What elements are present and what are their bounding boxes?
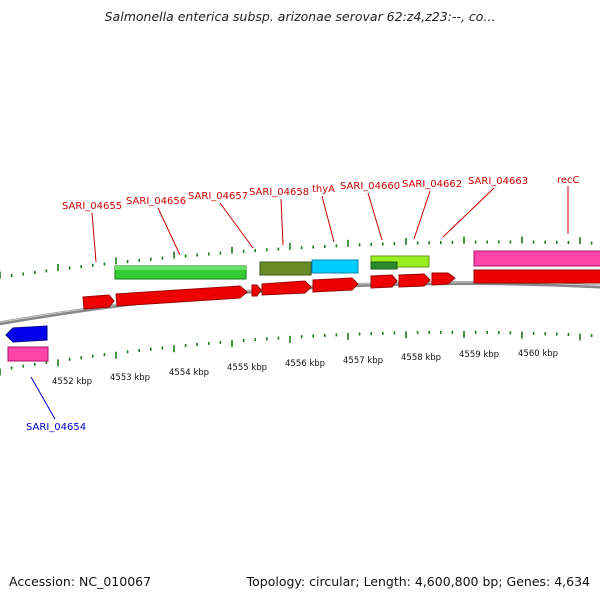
gene-label-sari-04662[interactable]: SARI_04662 <box>402 179 462 190</box>
gene-feature-olive[interactable] <box>259 261 312 276</box>
cds-arrow-6[interactable] <box>370 274 398 289</box>
scale-label: 4555 kbp <box>227 363 267 373</box>
gene-labels: SARI_04655 SARI_04656 SARI_04657 SARI_04… <box>26 175 580 433</box>
scale-label: 4558 kbp <box>401 353 441 363</box>
gene-feature-green-shine <box>115 266 246 270</box>
cds-arrow-5[interactable] <box>312 277 359 293</box>
cds-arrow-3[interactable] <box>251 284 262 297</box>
cds-arrow-9[interactable] <box>473 269 600 284</box>
scale-label: 4553 kbp <box>110 373 150 383</box>
cds-arrow-blue[interactable] <box>5 325 48 343</box>
gene-feature-darkgreen[interactable] <box>370 261 398 270</box>
scale-label: 4559 kbp <box>459 350 499 360</box>
gene-label-sari-04663[interactable]: SARI_04663 <box>468 176 528 187</box>
scale-labels: 4552 kbp 4553 kbp 4554 kbp 4555 kbp 4556… <box>52 349 558 387</box>
cds-arrow-8[interactable] <box>431 272 456 286</box>
accession-text: Accession: NC_010067 <box>9 574 152 589</box>
gene-feature-pink-left[interactable] <box>7 346 49 362</box>
gene-label-thya[interactable]: thyA <box>312 184 335 195</box>
gene-label-sari-04658[interactable]: SARI_04658 <box>249 187 309 198</box>
map-title: Salmonella enterica subsp. arizonae sero… <box>104 9 496 24</box>
cds-arrow-4[interactable] <box>261 280 312 296</box>
scale-label: 4554 kbp <box>169 368 209 378</box>
cds-arrow-2[interactable] <box>115 285 248 307</box>
gene-feature-pink-top[interactable] <box>473 250 600 267</box>
feature-track <box>5 250 600 362</box>
gene-label-recc[interactable]: recC <box>557 175 580 186</box>
scale-label: 4560 kbp <box>518 349 558 359</box>
gene-label-sari-04655[interactable]: SARI_04655 <box>62 201 122 212</box>
outer-tick-track <box>0 236 593 279</box>
label-leaders <box>30 186 569 420</box>
inner-tick-track <box>0 330 593 376</box>
scale-label: 4556 kbp <box>285 359 325 369</box>
gene-label-sari-04656[interactable]: SARI_04656 <box>126 196 186 207</box>
scale-label: 4557 kbp <box>343 356 383 366</box>
cds-arrow-7[interactable] <box>398 273 431 288</box>
cds-arrow-1[interactable] <box>82 294 115 310</box>
gene-label-sari-04657[interactable]: SARI_04657 <box>188 191 248 202</box>
gene-label-sari-04654[interactable]: SARI_04654 <box>26 422 86 433</box>
topology-summary-text: Topology: circular; Length: 4,600,800 bp… <box>246 574 590 589</box>
gene-label-sari-04660[interactable]: SARI_04660 <box>340 181 400 192</box>
gene-feature-cyan[interactable] <box>311 259 359 274</box>
scale-label: 4552 kbp <box>52 377 92 387</box>
